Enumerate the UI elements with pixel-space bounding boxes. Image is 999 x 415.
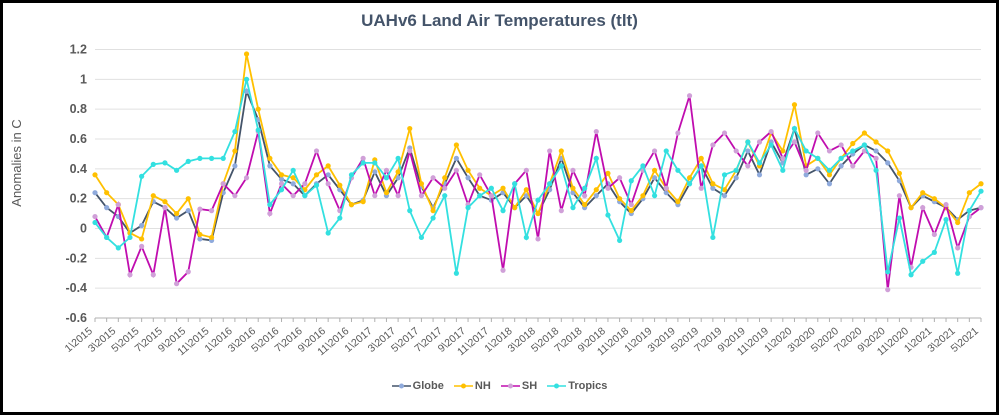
svg-text:1.2: 1.2 [70, 43, 87, 57]
svg-text:0.4: 0.4 [70, 162, 87, 176]
svg-text:-0.6: -0.6 [65, 311, 87, 325]
svg-text:-0.4: -0.4 [65, 281, 87, 295]
svg-text:0.2: 0.2 [70, 192, 87, 206]
svg-text:0: 0 [80, 222, 87, 236]
svg-text:Anomalies in C: Anomalies in C [9, 119, 24, 206]
svg-text:0.8: 0.8 [70, 102, 87, 116]
svg-text:1: 1 [80, 72, 87, 86]
svg-text:0.6: 0.6 [70, 132, 87, 146]
svg-text:-0.2: -0.2 [65, 251, 87, 265]
